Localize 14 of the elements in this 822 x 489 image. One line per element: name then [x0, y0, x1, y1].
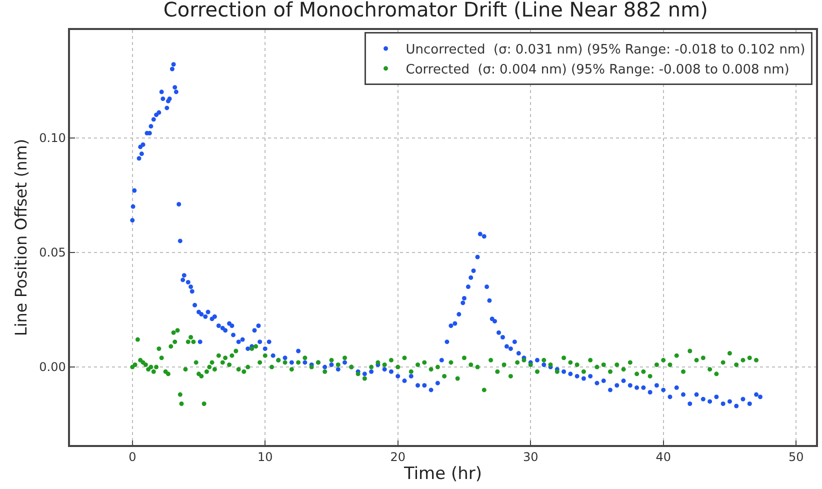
x-tick-label: 20: [390, 450, 406, 464]
x-tick-label: 0: [128, 450, 136, 464]
legend-label: Uncorrected (σ: 0.031 nm) (95% Range: -0.018 to 0.102 nm): [406, 42, 806, 58]
x-tick-label: 30: [522, 450, 538, 464]
chart-title: Correction of Monochromator Drift (Line Near 882 nm): [163, 0, 708, 22]
y-tick-label: 0.05: [39, 246, 66, 260]
x-tick-label: 40: [656, 450, 671, 464]
x-tick-label: 50: [788, 450, 804, 464]
y-tick-label: 0.00: [39, 360, 66, 374]
y-tick-label: 0.10: [39, 130, 66, 145]
x-tick-label: 10: [257, 450, 273, 464]
legend-label: Corrected (σ: 0.004 nm) (95% Range: -0.008 to 0.008 nm): [406, 62, 790, 78]
y-axis-title: Line Position Offset (nm): [12, 138, 31, 336]
x-axis-title: Time (hr): [402, 464, 482, 484]
